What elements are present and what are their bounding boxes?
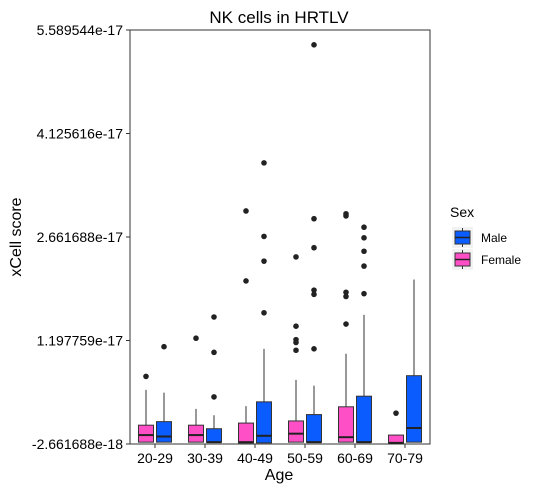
plot-panel	[129, 29, 431, 445]
x-tick-label: 40-49	[237, 450, 273, 466]
box-body	[306, 414, 322, 443]
box-body	[406, 375, 422, 443]
box-female-20-29	[138, 373, 154, 443]
outlier-point	[211, 394, 217, 400]
series-male	[156, 42, 422, 444]
outlier-point	[311, 287, 317, 293]
outlier-point	[361, 290, 367, 297]
outlier-point	[311, 215, 317, 222]
outlier-point	[261, 258, 267, 264]
outlier-point	[143, 373, 149, 380]
box-body	[338, 406, 354, 443]
y-tick-label: 5.589544e-17	[37, 22, 124, 38]
box-body	[138, 424, 154, 443]
box-body	[388, 434, 404, 444]
box-body	[356, 395, 372, 443]
legend-entry-female: Female	[452, 249, 521, 270]
legend-title: Sex	[450, 204, 474, 220]
y-tick-label: 1.197759e-17	[37, 333, 124, 349]
box-male-50-59	[306, 42, 322, 444]
boxplot-series	[138, 42, 422, 444]
outlier-point	[211, 349, 217, 356]
box-male-60-69	[356, 224, 372, 444]
outlier-point	[161, 343, 167, 350]
box-body	[156, 421, 172, 443]
box-female-40-49	[238, 208, 254, 444]
outlier-point	[361, 263, 367, 269]
y-tick-label: 4.125616e-17	[37, 125, 124, 141]
x-tick-label: 30-39	[187, 450, 223, 466]
x-axis: 20-29 30-39 40-49 50-59 60-69 70-79	[137, 444, 423, 466]
box-male-30-39	[206, 314, 222, 444]
y-tick-label: -2.661688e-18	[32, 436, 123, 452]
outlier-point	[211, 314, 217, 320]
outlier-point	[293, 254, 299, 260]
x-tick-label: 60-69	[337, 450, 373, 466]
series-female	[138, 208, 404, 444]
outlier-point	[261, 233, 267, 240]
outlier-point	[261, 309, 267, 316]
legend: Sex Male Female	[450, 204, 521, 270]
box-body	[238, 422, 254, 444]
outlier-point	[293, 336, 299, 343]
x-axis-title: Age	[265, 467, 294, 484]
box-female-60-69	[338, 210, 354, 443]
outlier-point	[243, 278, 249, 284]
outlier-point	[361, 248, 367, 255]
outlier-point	[343, 289, 349, 296]
outlier-point	[311, 42, 317, 48]
box-female-70-79	[388, 410, 404, 444]
outlier-point	[393, 410, 399, 416]
legend-label: Female	[481, 253, 521, 267]
box-female-50-59	[288, 254, 304, 443]
x-tick-label: 50-59	[287, 450, 323, 466]
outlier-point	[243, 208, 249, 214]
y-axis-title: xCell score	[8, 197, 25, 276]
outlier-point	[361, 224, 367, 231]
box-body	[288, 420, 304, 443]
box-body	[206, 428, 222, 443]
box-body	[256, 401, 272, 444]
x-tick-label: 70-79	[387, 450, 423, 466]
outlier-point	[311, 244, 317, 251]
outlier-point	[343, 210, 349, 217]
y-tick-label: 2.661688e-17	[37, 229, 124, 245]
box-female-30-39	[188, 335, 204, 443]
legend-label: Male	[481, 231, 507, 245]
outlier-point	[361, 235, 367, 241]
box-body	[188, 424, 204, 443]
box-male-20-29	[156, 343, 172, 443]
outlier-point	[311, 346, 317, 352]
outlier-point	[193, 335, 199, 342]
outlier-point	[293, 347, 299, 354]
outlier-point	[293, 323, 299, 330]
box-male-40-49	[256, 160, 272, 444]
y-axis: -2.661688e-18 1.197759e-17 2.661688e-17 4.1…	[32, 22, 130, 452]
chart-title: NK cells in HRTLV	[209, 8, 349, 27]
outlier-point	[343, 321, 349, 327]
outlier-point	[343, 293, 349, 300]
outlier-point	[261, 160, 267, 166]
box-male-70-79	[406, 279, 422, 443]
x-tick-label: 20-29	[137, 450, 173, 466]
legend-entry-male: Male	[452, 227, 507, 248]
outlier-point	[311, 291, 317, 298]
